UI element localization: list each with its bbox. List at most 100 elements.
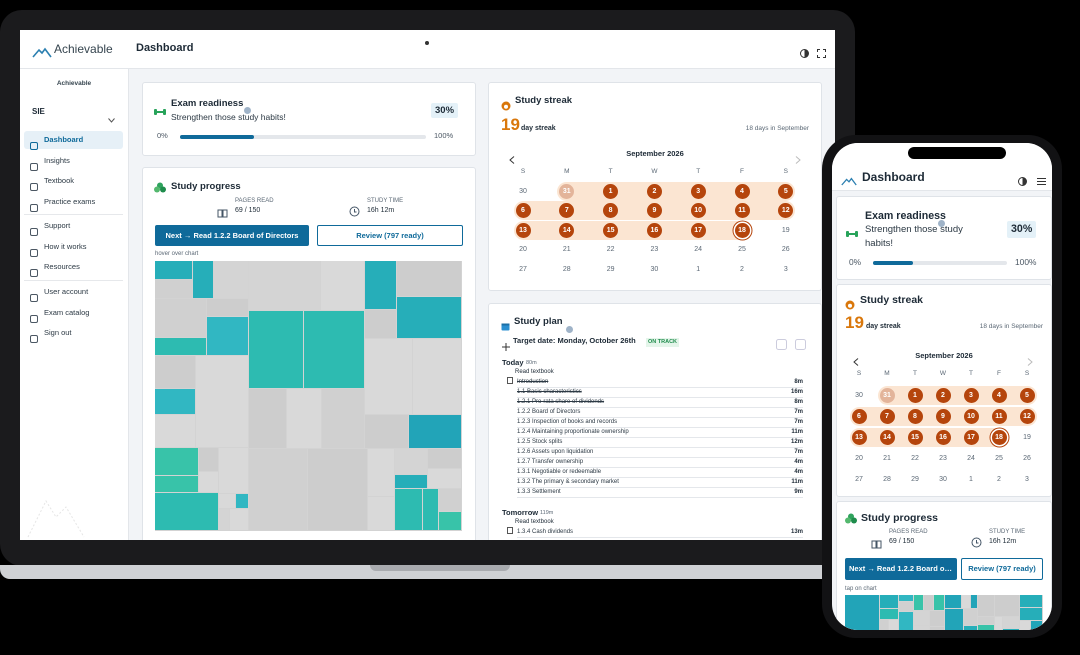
calendar-day: 27 bbox=[855, 475, 863, 483]
time-value: 16h 12m bbox=[367, 207, 395, 214]
next-button[interactable]: Next → Read 1.2.2 Board of Directors bbox=[845, 558, 957, 580]
treemap-cell bbox=[368, 497, 394, 530]
progress-icon bbox=[154, 180, 166, 199]
icon-part bbox=[30, 142, 38, 150]
treemap-cell bbox=[1020, 608, 1042, 620]
treemap-cell bbox=[395, 449, 427, 474]
plan-item: 1.1 Basic characteristics bbox=[517, 389, 582, 395]
calendar-day: 20 bbox=[519, 245, 527, 253]
icon-part bbox=[30, 204, 38, 212]
calendar-day: 12 bbox=[1019, 408, 1035, 424]
treemap-cell bbox=[945, 609, 963, 630]
plan-item-rule bbox=[517, 477, 803, 478]
nav-item[interactable]: Exam catalog bbox=[24, 304, 123, 323]
icon-part bbox=[502, 343, 510, 351]
weekday-label: F bbox=[740, 168, 744, 175]
exam-select[interactable]: SIE bbox=[32, 107, 45, 116]
nav-item[interactable]: Resources bbox=[24, 258, 123, 277]
treemap-cell bbox=[207, 317, 248, 355]
fullscreen-toggle[interactable] bbox=[817, 44, 826, 63]
icon-part bbox=[501, 323, 510, 331]
calendar-day: 15 bbox=[603, 222, 619, 238]
plan-item-rule bbox=[517, 387, 803, 388]
nav-divider bbox=[24, 280, 123, 281]
calendar-day: 21 bbox=[562, 245, 571, 253]
pages-icon bbox=[871, 535, 882, 554]
icon-part bbox=[938, 220, 945, 227]
calendar-day: 15 bbox=[907, 429, 923, 445]
nav-item[interactable]: User account bbox=[24, 283, 123, 302]
nav-item[interactable]: Insights bbox=[24, 152, 123, 171]
calendar-day: 14 bbox=[879, 429, 895, 445]
icon-part bbox=[817, 49, 826, 58]
treemap-cell bbox=[249, 389, 286, 448]
plan-item-time: 16m bbox=[790, 389, 803, 395]
info-icon bbox=[566, 319, 573, 338]
calendar-day: 1 bbox=[603, 183, 619, 199]
nav-item[interactable]: Support bbox=[24, 217, 123, 236]
icon-part bbox=[509, 156, 515, 164]
plan-item-rule bbox=[517, 467, 803, 468]
study-progress-card: Study progress PAGES READ 69 / 150 STUDY TI… bbox=[142, 167, 476, 540]
prev-month[interactable] bbox=[509, 150, 515, 169]
calendar-day: 18 bbox=[991, 429, 1007, 445]
nav-item[interactable]: Sign out bbox=[24, 324, 123, 343]
calendar-day: 30 bbox=[650, 265, 659, 273]
nav-item[interactable]: Dashboard bbox=[24, 131, 123, 150]
review-button[interactable]: Review (797 ready) bbox=[317, 225, 463, 246]
icon-part bbox=[30, 335, 38, 343]
treemap-cell bbox=[930, 611, 944, 626]
calendar-day: 8 bbox=[603, 202, 619, 218]
next-month[interactable] bbox=[1027, 352, 1033, 371]
plan-icon bbox=[501, 317, 510, 336]
calendar-day: 10 bbox=[690, 202, 706, 218]
progress-treemap bbox=[155, 261, 462, 531]
calendar-day: 25 bbox=[995, 454, 1003, 462]
streak-band bbox=[513, 220, 752, 240]
menu-button[interactable] bbox=[1037, 172, 1046, 191]
treemap-cell bbox=[397, 261, 461, 296]
calendar-day: 20 bbox=[855, 454, 863, 462]
nav-item[interactable]: Practice exams bbox=[24, 193, 123, 212]
plan-item-time: 12m bbox=[790, 439, 803, 445]
plan-item-rule bbox=[517, 487, 803, 488]
readiness-bar bbox=[873, 261, 914, 265]
calendar-day: 13 bbox=[515, 222, 531, 238]
next-month[interactable] bbox=[795, 150, 801, 169]
edit-button[interactable] bbox=[776, 336, 787, 355]
theme-toggle[interactable] bbox=[800, 44, 809, 63]
icon-part bbox=[507, 377, 513, 384]
review-button[interactable]: Review (797 ready) bbox=[961, 558, 1043, 580]
exam-readiness-card: Exam readiness Strengthen those study hab… bbox=[836, 196, 1052, 280]
theme-toggle[interactable] bbox=[1018, 172, 1027, 191]
laptop-screen: Achievable Dashboard Achievable SIE Dashboar… bbox=[20, 30, 835, 540]
icon-part bbox=[851, 517, 857, 524]
next-button[interactable]: Next → Read 1.2.2 Board of Directors bbox=[155, 225, 309, 246]
nav-icon bbox=[30, 263, 38, 282]
sidebar-org: Achievable bbox=[56, 80, 92, 87]
calendar-day: 11 bbox=[734, 202, 750, 218]
calendar-day: 16 bbox=[935, 429, 951, 445]
icon-part bbox=[244, 107, 251, 114]
prev-month[interactable] bbox=[853, 352, 859, 371]
treemap-cell bbox=[249, 311, 303, 388]
weekday-label: T bbox=[608, 168, 613, 175]
icon-part bbox=[244, 107, 251, 114]
icon-part bbox=[157, 111, 163, 113]
plan-item-rule bbox=[517, 447, 803, 448]
calendar-day: 7 bbox=[559, 202, 575, 218]
calendar-day: 24 bbox=[967, 454, 975, 462]
calendar-day: 5 bbox=[1019, 387, 1035, 403]
weekday-label: S bbox=[520, 168, 526, 175]
icon-part bbox=[855, 231, 858, 237]
pages-label: PAGES READ bbox=[889, 529, 928, 535]
download-button[interactable] bbox=[795, 336, 806, 355]
nav-label: User account bbox=[44, 287, 89, 296]
icon-part bbox=[1027, 358, 1033, 366]
icon-part bbox=[108, 118, 115, 123]
calendar-day: 23 bbox=[650, 245, 659, 253]
icon-part bbox=[30, 142, 38, 150]
nav-item[interactable]: How it works bbox=[24, 238, 123, 257]
icon-part bbox=[938, 220, 945, 227]
nav-item[interactable]: Textbook bbox=[24, 172, 123, 191]
